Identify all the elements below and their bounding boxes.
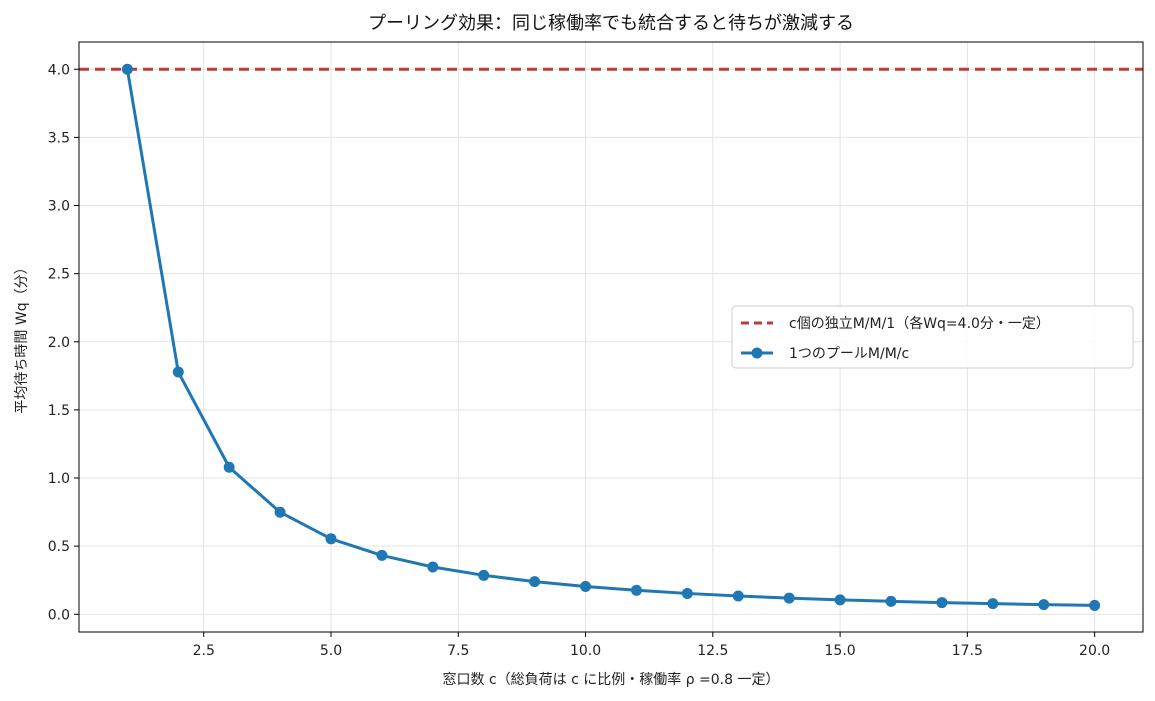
y-tick-label: 3.0	[48, 199, 70, 215]
legend-label-pool: 1つのプールM/M/c	[789, 346, 909, 362]
x-axis: 2.5 5.0 7.5 10.0 12.5 15.0 17.5 20.0	[193, 632, 1110, 659]
x-tick-label: 2.5	[193, 643, 215, 659]
series-pool-point	[1089, 599, 1101, 611]
series-pool-point	[478, 569, 490, 581]
series-pool-point	[987, 598, 999, 610]
plot-area	[79, 63, 1143, 611]
y-tick-label: 1.0	[48, 471, 70, 487]
plot-frame	[78, 41, 1144, 633]
series-pool-point	[783, 592, 795, 604]
series-pool-point	[834, 594, 846, 606]
series-pool-point	[1038, 599, 1050, 611]
x-tick-label: 20.0	[1079, 643, 1110, 659]
legend-label-independent: c個の独立M/M/1（各Wq=4.0分・一定）	[789, 316, 1050, 332]
x-tick-label: 15.0	[825, 643, 856, 659]
y-tick-label: 1.5	[48, 403, 70, 419]
x-tick-label: 5.0	[320, 643, 342, 659]
series-pool-point	[121, 63, 133, 75]
legend: c個の独立M/M/1（各Wq=4.0分・一定） 1つのプールM/M/c	[731, 305, 1134, 369]
series-pool-point	[274, 506, 286, 518]
y-axis-label: 平均待ち時間 Wq（分）	[14, 260, 30, 413]
series-pool-line	[125, 69, 1095, 607]
chart-title: プーリング効果：同じ稼働率でも統合すると待ちが激減する	[368, 13, 854, 34]
series-pool-point	[732, 590, 744, 602]
series-pool-point	[885, 595, 897, 607]
y-tick-label: 4.0	[48, 62, 70, 78]
series-pool-point	[172, 366, 184, 378]
x-tick-label: 17.5	[952, 643, 983, 659]
x-tick-label: 12.5	[697, 643, 728, 659]
y-tick-label: 0.5	[48, 539, 70, 555]
legend-frame	[731, 305, 1134, 369]
series-pool-point	[325, 533, 337, 545]
y-tick-label: 2.0	[48, 335, 70, 351]
y-axis: 0.0 0.5 1.0 1.5 2.0 2.5 3.0 3.5 4.0	[48, 62, 79, 623]
x-axis-label: 窓口数 c（総負荷は c に比例・稼働率 ρ =0.8 一定）	[443, 671, 780, 688]
y-tick-label: 3.5	[48, 130, 70, 146]
series-pool-point	[427, 561, 439, 573]
series-pool-point	[936, 597, 948, 609]
x-tick-label: 7.5	[447, 643, 469, 659]
series-pool-point	[529, 576, 541, 588]
series-pool-point	[630, 584, 642, 596]
series-pool-point	[223, 461, 235, 473]
x-tick-label: 10.0	[570, 643, 601, 659]
y-tick-label: 2.5	[48, 267, 70, 283]
series-pool-point	[681, 587, 693, 599]
legend-marker-pool	[751, 347, 763, 359]
series-pool-point	[376, 549, 388, 561]
y-tick-label: 0.0	[48, 607, 70, 623]
series-pool-point	[580, 580, 592, 592]
